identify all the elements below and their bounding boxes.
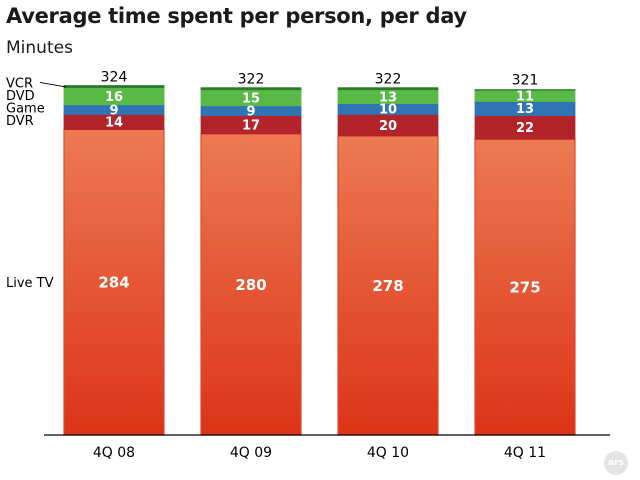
data-label-dvd-4q-08: 16: [105, 90, 123, 105]
data-label-dvd-4q-10: 13: [379, 90, 397, 105]
series-label-game: Game: [6, 101, 45, 116]
bar-segment-live-tv-4q-11: [474, 138, 576, 436]
x-tick-label-4q-11: 4Q 11: [504, 445, 546, 461]
data-label-dvr-4q-10: 20: [379, 119, 397, 134]
series-label-dvr: DVR: [6, 114, 34, 129]
bar-segment-vcr-4q-09: [200, 87, 302, 91]
chart-subtitle: Minutes: [6, 38, 73, 58]
total-label-4q-09: 322: [238, 72, 265, 88]
data-label-dvd-4q-11: 11: [516, 89, 534, 104]
bar-segment-live-tv-4q-09: [200, 133, 302, 436]
data-label-dvr-4q-08: 14: [105, 116, 123, 131]
bar-segment-vcr-4q-11: [474, 89, 576, 91]
data-label-live-tv-4q-10: 278: [372, 277, 403, 295]
series-label-vcr: VCR: [6, 76, 33, 91]
bar-segment-live-tv-4q-08: [63, 128, 165, 436]
data-label-live-tv-4q-09: 280: [235, 276, 266, 294]
series-label-dvd: DVD: [6, 89, 35, 104]
data-label-live-tv-4q-08: 284: [98, 274, 129, 292]
bar-segment-vcr-4q-08: [63, 85, 165, 88]
total-label-4q-10: 322: [375, 72, 402, 88]
series-label-live-tv: Live TV: [6, 276, 54, 291]
total-label-4q-11: 321: [512, 73, 539, 89]
data-label-game-4q-10: 10: [379, 103, 397, 118]
x-tick-label-4q-08: 4Q 08: [93, 445, 135, 461]
data-label-game-4q-08: 9: [109, 103, 118, 118]
x-tick-label-4q-09: 4Q 09: [230, 445, 272, 461]
data-label-dvr-4q-09: 17: [242, 118, 260, 133]
bar-segment-live-tv-4q-10: [337, 135, 439, 436]
bar-segment-vcr-4q-10: [337, 87, 439, 91]
x-tick-label-4q-10: 4Q 10: [367, 445, 409, 461]
data-label-game-4q-09: 9: [246, 104, 255, 119]
data-label-live-tv-4q-11: 275: [509, 278, 540, 296]
total-label-4q-08: 324: [101, 69, 128, 85]
data-label-game-4q-11: 13: [516, 102, 534, 117]
data-label-dvr-4q-11: 22: [516, 121, 534, 136]
chart-title: Average time spent per person, per day: [6, 4, 467, 28]
ars-logo-icon: ars: [604, 451, 628, 475]
vcr-leader-line: [39, 82, 67, 88]
data-label-dvd-4q-09: 15: [242, 91, 260, 106]
